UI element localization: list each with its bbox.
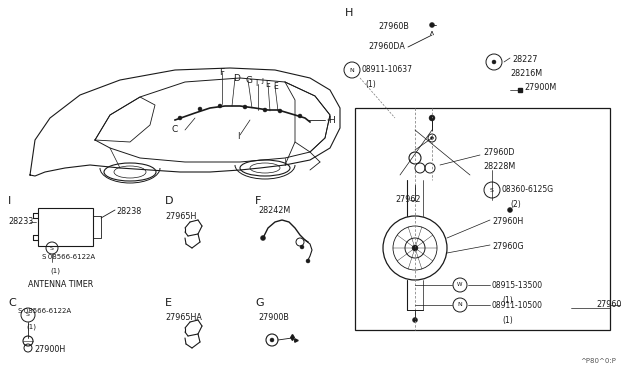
Text: 27960: 27960 [596, 300, 621, 309]
Text: 27960B: 27960B [378, 22, 409, 31]
Text: E: E [273, 82, 278, 91]
Circle shape [429, 22, 435, 28]
Text: S: S [26, 312, 30, 317]
Text: S 08566-6122A: S 08566-6122A [42, 254, 95, 260]
Text: 28227: 28227 [512, 55, 538, 64]
Circle shape [270, 338, 274, 342]
Text: 08911-10500: 08911-10500 [492, 301, 543, 310]
Text: 27900H: 27900H [34, 345, 65, 354]
Text: E: E [165, 298, 172, 308]
Circle shape [218, 104, 222, 108]
Text: (1): (1) [502, 316, 513, 325]
Circle shape [431, 137, 433, 140]
Text: 27965H: 27965H [165, 212, 196, 221]
Text: I: I [8, 196, 12, 206]
Text: 08360-6125G: 08360-6125G [502, 185, 554, 194]
Text: (2): (2) [510, 200, 521, 209]
Text: 08915-13500: 08915-13500 [492, 281, 543, 290]
Text: (1): (1) [26, 323, 36, 330]
Text: 27900M: 27900M [524, 83, 556, 92]
Text: C: C [8, 298, 16, 308]
Circle shape [492, 60, 496, 64]
Circle shape [306, 259, 310, 263]
Circle shape [298, 114, 302, 118]
Circle shape [508, 208, 513, 212]
Text: W: W [457, 282, 463, 288]
Circle shape [412, 245, 418, 251]
Text: 27962: 27962 [395, 195, 420, 204]
Text: 28242M: 28242M [258, 206, 291, 215]
Text: I: I [237, 132, 239, 141]
Bar [93, 216, 101, 238]
Text: S: S [490, 187, 494, 192]
Circle shape [278, 109, 282, 113]
Circle shape [429, 115, 435, 121]
Text: (1): (1) [365, 80, 376, 89]
Text: 27900B: 27900B [258, 313, 289, 322]
Text: 08911-10637: 08911-10637 [362, 65, 413, 74]
Circle shape [198, 107, 202, 111]
Text: I: I [255, 79, 257, 88]
Text: S: S [50, 246, 54, 250]
Bar [38, 208, 93, 246]
Text: C: C [172, 125, 179, 134]
Text: F: F [255, 196, 261, 206]
Text: N: N [458, 302, 462, 308]
Text: J: J [261, 78, 263, 84]
Circle shape [300, 245, 304, 249]
Text: 27965HA: 27965HA [165, 313, 202, 322]
Circle shape [243, 105, 247, 109]
Text: H: H [328, 116, 335, 125]
Text: (1): (1) [502, 296, 513, 305]
Text: G: G [246, 76, 253, 85]
Text: 28238: 28238 [116, 207, 141, 216]
Text: 27960DA: 27960DA [368, 42, 405, 51]
Text: E: E [265, 80, 269, 89]
Text: 27960G: 27960G [492, 242, 524, 251]
Circle shape [263, 108, 267, 112]
Circle shape [178, 116, 182, 120]
Text: S 08566-6122A: S 08566-6122A [18, 308, 71, 314]
Text: H: H [345, 8, 353, 18]
Circle shape [260, 235, 266, 241]
Text: 27960D: 27960D [483, 148, 515, 157]
Text: ANTENNA TIMER: ANTENNA TIMER [28, 280, 93, 289]
Text: N: N [349, 67, 355, 73]
Bar [355, 108, 610, 330]
Text: F: F [219, 68, 224, 77]
Text: 28233: 28233 [8, 218, 33, 227]
Text: 27960H: 27960H [492, 217, 524, 226]
Text: D: D [233, 74, 240, 83]
Text: D: D [165, 196, 173, 206]
Text: (1): (1) [50, 268, 60, 275]
Text: ^P80^0:P: ^P80^0:P [580, 358, 616, 364]
Text: 28228M: 28228M [483, 162, 515, 171]
Circle shape [413, 317, 417, 323]
Text: 28216M: 28216M [510, 69, 542, 78]
Text: G: G [255, 298, 264, 308]
